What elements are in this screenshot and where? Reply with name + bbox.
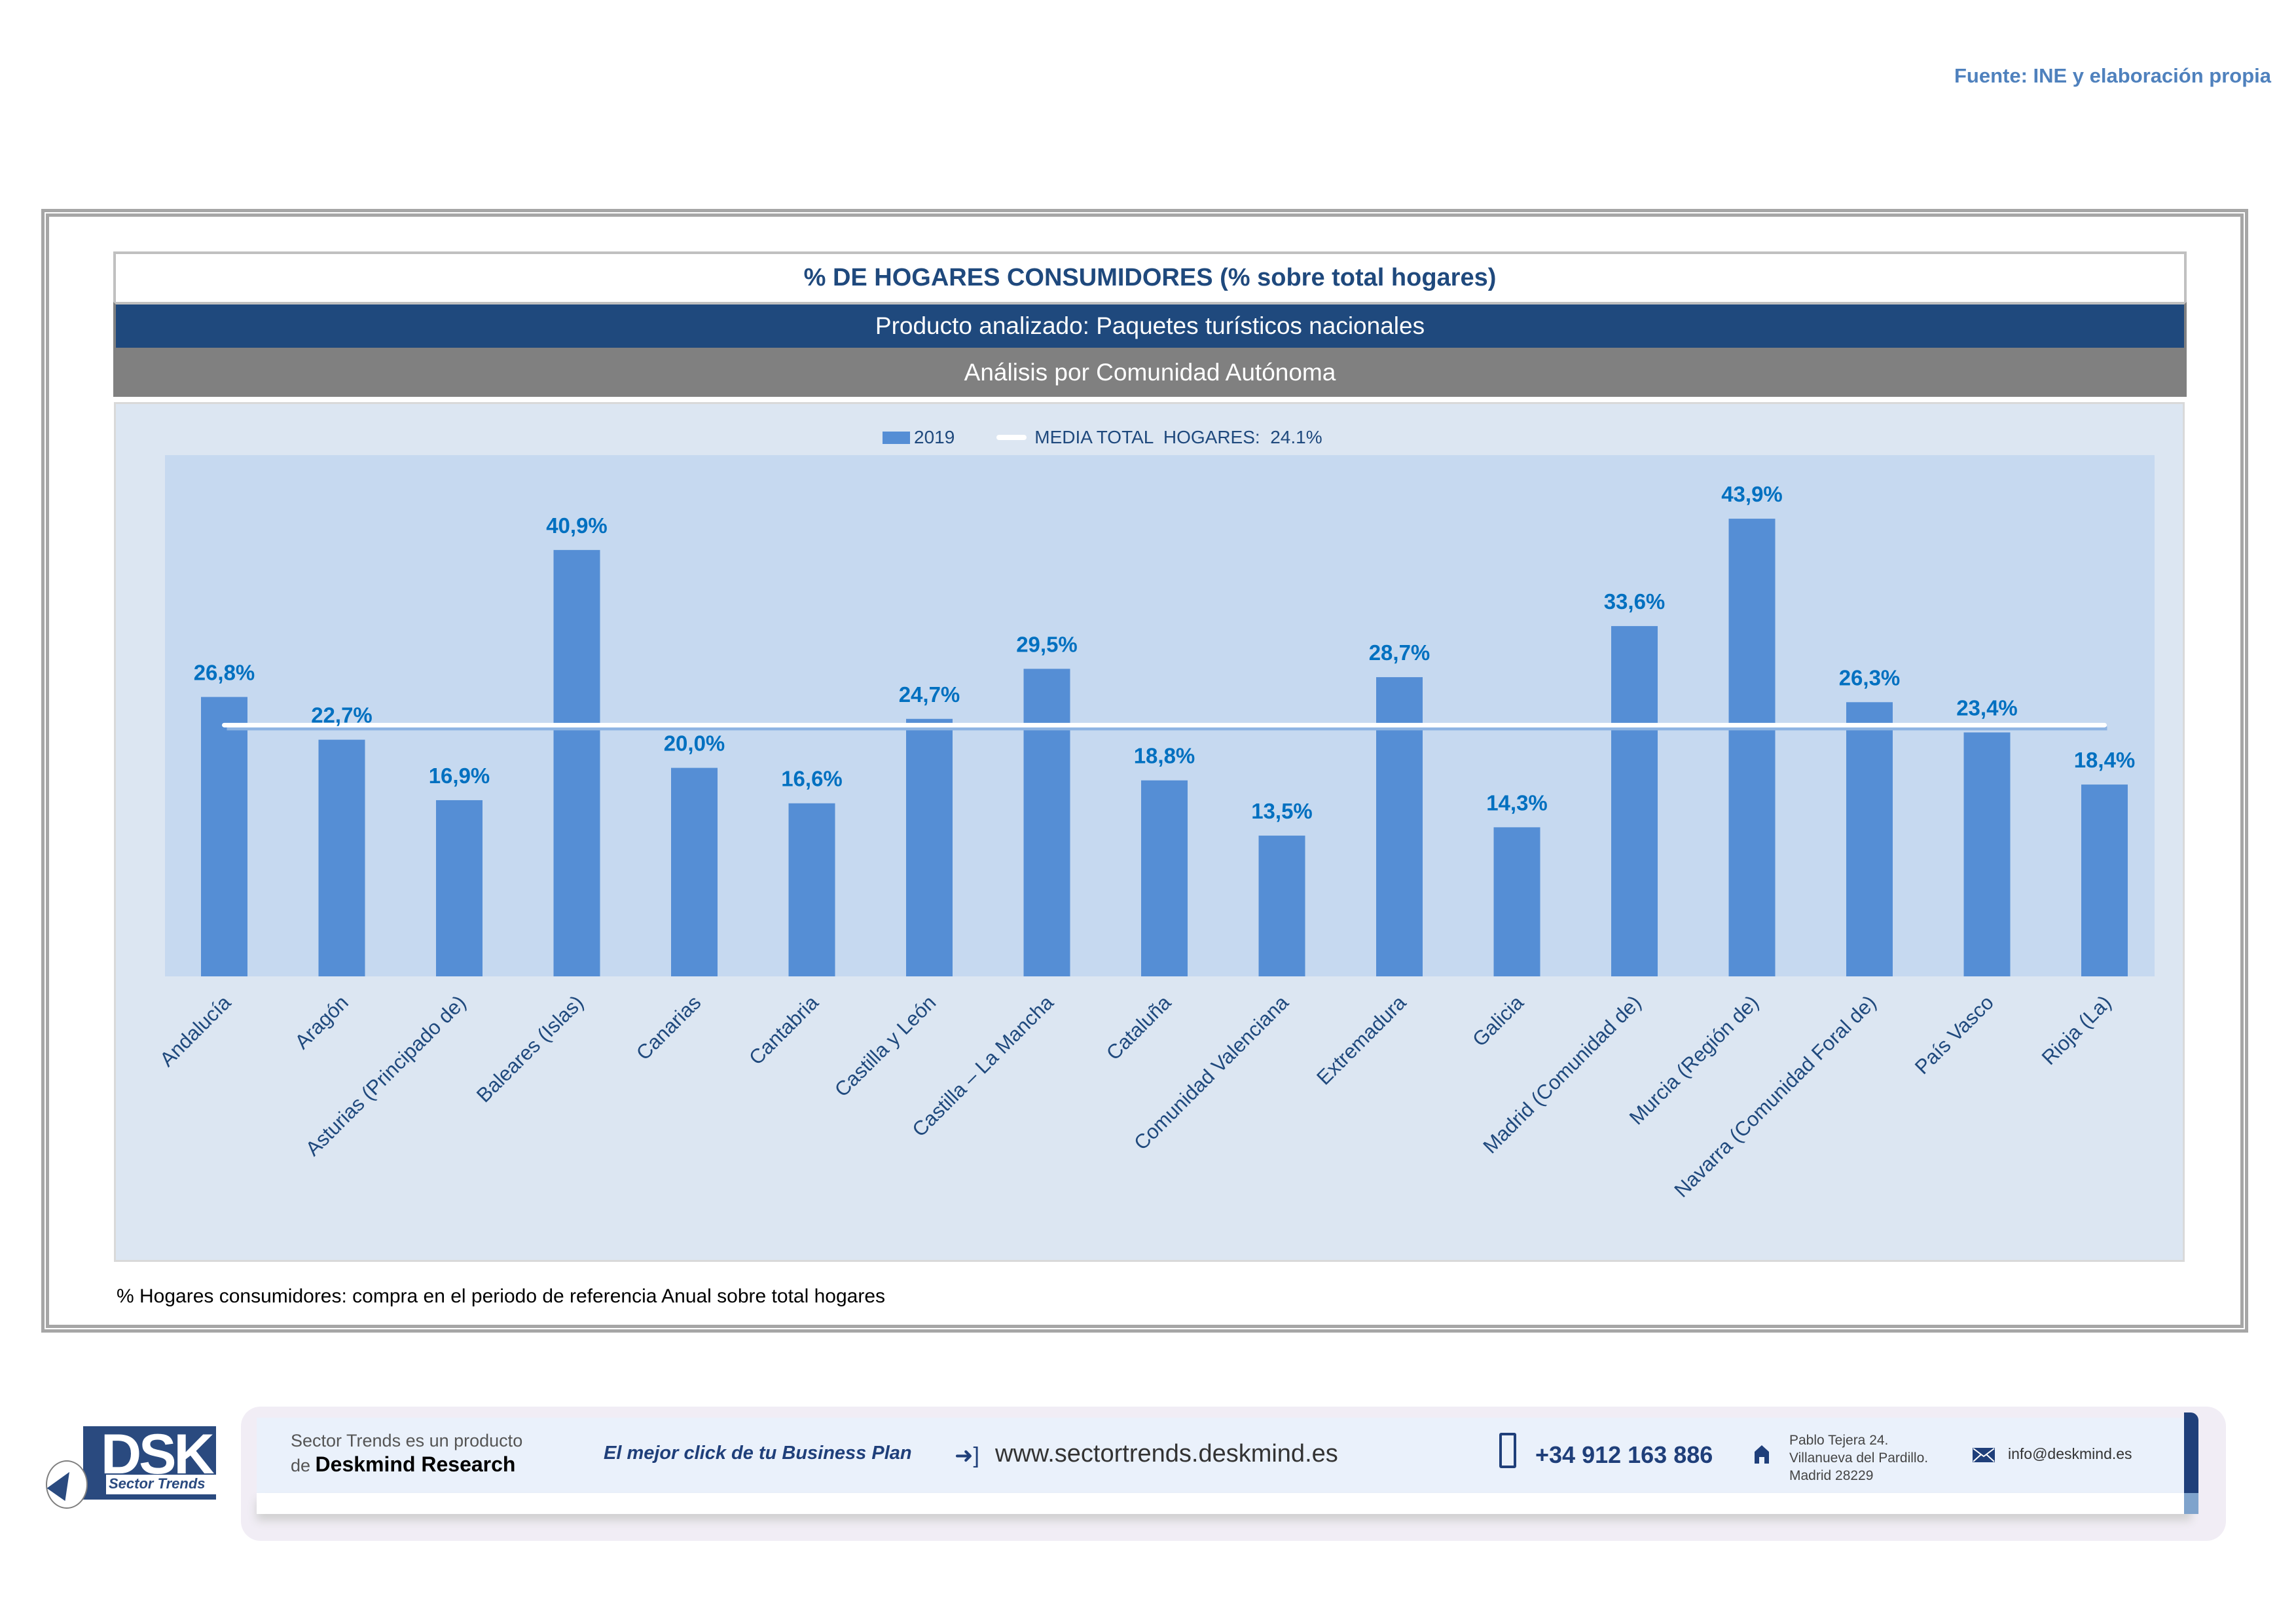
x-tick-label: Navarra (Comunidad Foral de) xyxy=(1669,991,1880,1202)
x-tick-label: Extremadura xyxy=(1312,991,1411,1090)
email-link[interactable]: info@deskmind.es xyxy=(2008,1445,2132,1462)
data-label: 16,6% xyxy=(781,767,843,791)
bar-1 xyxy=(201,697,247,976)
data-label: 18,8% xyxy=(1134,744,1195,768)
x-tick-label: Cataluña xyxy=(1102,991,1176,1065)
data-label: 29,5% xyxy=(1016,632,1078,656)
data-label: 40,9% xyxy=(546,513,608,538)
legend-line-swatch xyxy=(996,435,1027,440)
analysis-band: Análisis por Comunidad Autónoma xyxy=(113,348,2187,397)
x-tick-label: Baleares (Islas) xyxy=(472,991,588,1107)
bar-14 xyxy=(1728,519,1776,976)
source-note: Fuente: INE y elaboración propia xyxy=(1954,64,2271,87)
banner-end-accent xyxy=(2184,1412,2198,1514)
x-tick-label: Aragón xyxy=(291,991,353,1053)
bar-4 xyxy=(553,549,600,976)
data-label: 33,6% xyxy=(1604,589,1666,614)
x-tick-label: Canarias xyxy=(632,991,705,1064)
legend-bar-swatch xyxy=(883,431,910,444)
x-tick-label: Galicia xyxy=(1468,991,1528,1051)
x-tick-label: País Vasco xyxy=(1910,991,1998,1079)
banner-slogan: El mejor click de tu Business Plan xyxy=(604,1443,912,1464)
x-tick-label: Cantabria xyxy=(744,991,823,1069)
logo-circle xyxy=(46,1460,88,1509)
bar-13 xyxy=(1611,626,1658,976)
bar-12 xyxy=(1493,827,1540,976)
banner-bottom-strip xyxy=(257,1493,2191,1514)
x-tick-label: Andalucía xyxy=(155,991,236,1071)
bar-8 xyxy=(1023,669,1070,976)
address-line: Madrid 28229 xyxy=(1789,1468,1874,1483)
data-label: 14,3% xyxy=(1486,790,1548,815)
chart-title: % DE HOGARES CONSUMIDORES (% sobre total… xyxy=(113,251,2187,302)
dsk-logo: DSK Sector Trends xyxy=(43,1422,217,1509)
bar-5 xyxy=(671,767,718,976)
address-line: Villanueva del Pardillo. xyxy=(1789,1450,1929,1466)
brand-name: Deskmind Research xyxy=(315,1452,516,1476)
data-label: 23,4% xyxy=(1956,695,2018,720)
brand-prefix: de xyxy=(291,1456,316,1475)
banner-brand-line: de Deskmind Research xyxy=(291,1452,515,1477)
data-label: 43,9% xyxy=(1721,482,1783,506)
data-label: 18,4% xyxy=(2074,748,2136,772)
bar-2 xyxy=(318,739,365,976)
bar-11 xyxy=(1376,677,1423,976)
data-label: 28,7% xyxy=(1369,640,1430,665)
address: Pablo Tejera 24. Villanueva del Pardillo… xyxy=(1789,1431,1928,1485)
data-label: 26,3% xyxy=(1839,665,1901,690)
data-label: 22,7% xyxy=(311,703,373,728)
bar-6 xyxy=(788,803,835,976)
data-label: 20,0% xyxy=(664,731,725,756)
data-label: 16,9% xyxy=(429,764,490,788)
product-band: Producto analizado: Paquetes turísticos … xyxy=(113,302,2187,348)
bar-16 xyxy=(1963,732,2011,976)
legend-label-mean: MEDIA TOTAL HOGARES: 24.1% xyxy=(1034,427,1322,447)
chart-legend: 2019 MEDIA TOTAL HOGARES: 24.1% xyxy=(883,424,1322,451)
x-tick-label: Castilla y León xyxy=(830,991,941,1101)
x-tick-label: Rioja (La) xyxy=(2037,991,2116,1069)
footer-banner xyxy=(257,1418,2191,1493)
x-tick-label: Murcia (Región de) xyxy=(1625,991,1763,1129)
data-label: 26,8% xyxy=(194,660,255,684)
mail-icon xyxy=(1973,1448,1995,1462)
inner-frame xyxy=(46,213,2244,1328)
banner-end-accent-light xyxy=(2184,1493,2198,1514)
banner-product-line: Sector Trends es un producto xyxy=(291,1431,523,1450)
bar-9 xyxy=(1141,780,1188,976)
bar-17 xyxy=(2081,784,2128,976)
phone-number[interactable]: +34 912 163 886 xyxy=(1535,1441,1713,1468)
bar-7 xyxy=(906,718,953,976)
outer-frame xyxy=(41,209,2248,1333)
website-link[interactable]: www.sectortrends.deskmind.es xyxy=(995,1440,1338,1467)
home-icon xyxy=(1755,1445,1769,1464)
bar-15 xyxy=(1846,702,1893,976)
bar-3 xyxy=(436,800,483,976)
data-label: 24,7% xyxy=(899,682,960,707)
footnote: % Hogares consumidores: compra en el per… xyxy=(117,1285,886,1307)
login-arrow-icon: ➜] xyxy=(955,1443,979,1468)
phone-icon xyxy=(1499,1433,1516,1468)
data-label: 13,5% xyxy=(1251,799,1313,823)
address-line: Pablo Tejera 24. xyxy=(1789,1433,1889,1448)
logo-subtitle: Sector Trends xyxy=(109,1475,206,1492)
legend-label-2019: 2019 xyxy=(914,427,955,447)
bar-10 xyxy=(1258,836,1305,976)
